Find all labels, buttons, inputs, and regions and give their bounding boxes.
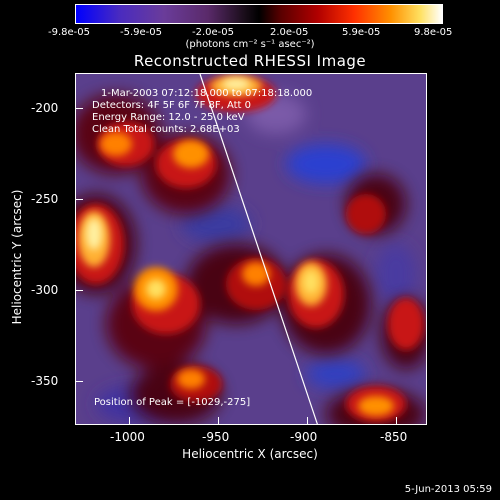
x-axis-tick — [396, 417, 397, 425]
x-tick-label: -900 — [290, 430, 318, 444]
y-tick-label: -350 — [31, 374, 59, 388]
y-tick-label: -300 — [31, 283, 59, 297]
rhessi-intensity-map — [76, 74, 426, 424]
detectors-annotation: Detectors: 4F 5F 6F 7F 8F, Att 0 — [92, 100, 252, 111]
colorbar-tick-label: -9.8e-05 — [48, 27, 90, 38]
energy-range-annotation: Energy Range: 12.0 - 25.0 keV — [92, 112, 245, 123]
y-axis-tick — [75, 108, 83, 109]
plot-title: Reconstructed RHESSI Image — [133, 52, 367, 70]
y-tick-label: -250 — [31, 192, 59, 206]
x-axis-tick — [218, 417, 219, 425]
clean-annotation: Clean Total counts: 2.68E+03 — [92, 124, 240, 135]
x-tick-label: -950 — [202, 430, 230, 444]
x-tick-label: -1000 — [110, 430, 145, 444]
y-axis-tick — [75, 381, 83, 382]
colorbar — [75, 4, 443, 24]
x-axis-label: Heliocentric X (arcsec) — [182, 447, 318, 461]
x-axis-tick — [129, 417, 130, 425]
colorbar-tick-label: -2.0e-05 — [192, 27, 234, 38]
colorbar-tick-label: 2.0e-05 — [270, 27, 309, 38]
colorbar-tick-label: -5.9e-05 — [120, 27, 162, 38]
colorbar-tick-label: 9.8e-05 — [414, 27, 453, 38]
y-axis-tick — [75, 199, 83, 200]
solar-limb-line — [199, 74, 318, 424]
x-axis-tick — [307, 417, 308, 425]
y-axis-tick — [75, 290, 83, 291]
x-tick-label: -850 — [380, 430, 408, 444]
colorbar-tick-label: 5.9e-05 — [342, 27, 381, 38]
y-tick-label: -200 — [31, 101, 59, 115]
peak-position-annotation: Position of Peak = [-1029,-275] — [94, 397, 251, 408]
timestamp: 5-Jun-2013 05:59 — [404, 484, 492, 495]
time-range-annotation: 1-Mar-2003 07:12:18.000 to 07:18:18.000 — [101, 88, 313, 99]
y-axis-label: Heliocentric Y (arcsec) — [10, 189, 24, 325]
image-plot-area — [75, 73, 427, 425]
colorbar-units: (photons cm⁻² s⁻¹ asec⁻²) — [185, 39, 315, 50]
